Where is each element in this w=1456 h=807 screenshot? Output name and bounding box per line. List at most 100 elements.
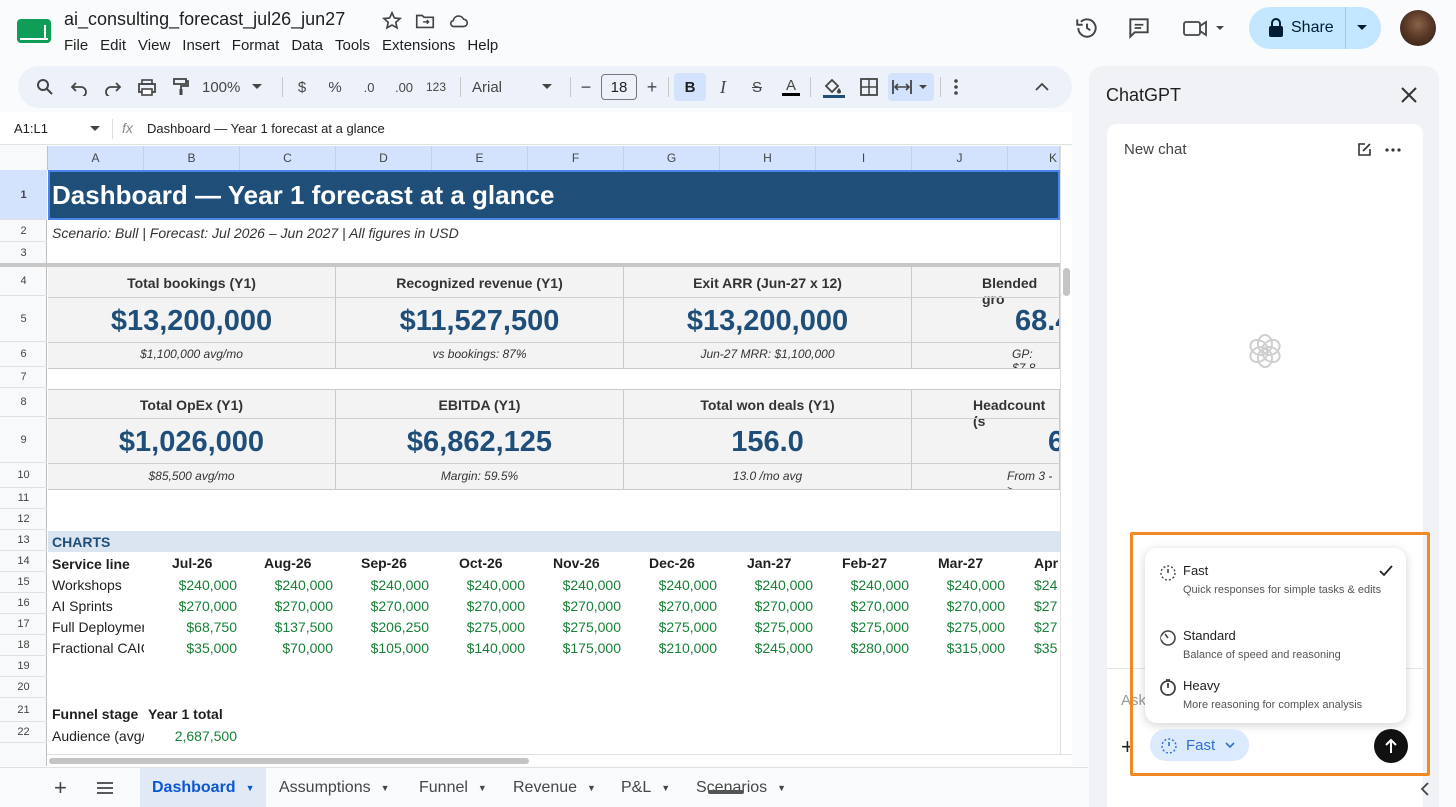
service-line-name[interactable]: Fractional CAIC [52,640,144,656]
funnel-row-value[interactable]: 2,687,500 [174,728,237,744]
tab-funnel[interactable]: Funnel ▼ [419,768,487,807]
service-month-value[interactable]: $210,000 [658,640,717,656]
service-month-value[interactable]: $270,000 [562,598,621,614]
fill-color-icon[interactable] [818,73,848,101]
tab-dashboard[interactable]: Dashboard ▼ [140,768,266,807]
row-header[interactable]: 11 [0,488,47,509]
service-month-value[interactable]: $240,000 [274,577,333,593]
service-month-value[interactable]: $275,000 [754,619,813,635]
service-month-value[interactable]: $240,000 [850,577,909,593]
tab-menu-icon[interactable]: ▼ [661,783,671,793]
menu-tools[interactable]: Tools [335,37,371,54]
mode-option-standard[interactable]: Standard Balance of speed and reasoning [1145,628,1406,668]
tab-menu-icon[interactable]: ▼ [245,783,255,793]
frozen-row-divider[interactable] [0,263,1060,267]
row-header[interactable]: 17 [0,614,47,635]
row-header[interactable]: 10 [0,463,47,488]
row-header[interactable]: 19 [0,656,47,677]
row-header[interactable]: 6 [0,342,47,367]
service-month-value[interactable]: $275,000 [658,619,717,635]
row-header[interactable]: 14 [0,551,47,572]
kpi-card[interactable]: Total OpEx (Y1) $1,026,000 $85,500 avg/m… [48,389,336,489]
row-header[interactable]: 16 [0,593,47,614]
more-formats-button[interactable]: 123 [425,80,447,94]
service-month-value[interactable]: $240,000 [466,577,525,593]
cloud-status-icon[interactable] [448,10,472,34]
column-header-g[interactable]: G [624,146,720,170]
star-icon[interactable] [381,10,405,34]
service-month-value[interactable]: $270,000 [370,598,429,614]
chat-input[interactable]: Ask [1121,692,1147,709]
row-header[interactable]: 22 [0,722,47,743]
column-header-b[interactable]: B [144,146,240,170]
row-header[interactable]: 1 [0,170,47,220]
format-percent-button[interactable]: % [328,78,342,96]
menu-edit[interactable]: Edit [100,37,127,54]
service-month-value[interactable]: $27 [1034,619,1058,635]
service-line-name[interactable]: Workshops [52,577,122,593]
service-month-value[interactable]: $105,000 [370,640,429,656]
kpi-card[interactable]: Exit ARR (Jun-27 x 12) $13,200,000 Jun-2… [624,267,912,368]
avatar[interactable] [1400,10,1436,46]
service-month-value[interactable]: $280,000 [850,640,909,656]
year-total-header[interactable]: Year 1 total [148,706,223,722]
redo-icon[interactable] [100,73,126,101]
decrease-decimal-button[interactable]: .0 [363,79,375,95]
menu-help[interactable]: Help [467,37,499,54]
service-month-value[interactable]: $70,000 [282,640,333,656]
row-header[interactable]: 18 [0,635,47,656]
tab-menu-icon[interactable]: ▼ [380,783,390,793]
month-header[interactable]: Sep-26 [361,555,407,571]
service-month-value[interactable]: $24 [1034,577,1058,593]
edit-chat-icon[interactable] [1356,142,1372,158]
row-header[interactable]: 5 [0,296,47,342]
service-month-value[interactable]: $240,000 [370,577,429,593]
tab-revenue[interactable]: Revenue ▼ [513,768,596,807]
dashboard-title-banner[interactable]: Dashboard — Year 1 forecast at a glance [48,170,1060,220]
column-header-h[interactable]: H [720,146,816,170]
kpi-card[interactable]: EBITDA (Y1) $6,862,125 Margin: 59.5% [336,389,624,489]
tab-scenarios[interactable]: Scenarios ▼ [696,768,786,807]
service-month-value[interactable]: $140,000 [466,640,525,656]
vertical-scroll-thumb[interactable] [1063,268,1070,296]
name-box-chevron-icon[interactable] [90,126,100,132]
column-header-e[interactable]: E [432,146,528,170]
kpi-card[interactable]: Headcount (s 6 From 3 -> [912,389,1060,489]
menu-data[interactable]: Data [291,37,323,54]
tab-menu-icon[interactable]: ▼ [477,783,487,793]
service-month-value[interactable]: $27 [1034,598,1058,614]
charts-section-header[interactable] [48,531,1060,552]
merge-cells-icon[interactable] [888,73,934,101]
month-header[interactable]: Apr [1034,555,1059,571]
decrease-font-size-button[interactable]: − [580,76,592,97]
funnel-row-label[interactable]: Audience (avg/ [52,728,144,744]
tab-menu-icon[interactable]: ▼ [587,783,596,793]
row-header[interactable]: 7 [0,367,47,388]
column-header-c[interactable]: C [240,146,336,170]
menu-file[interactable]: File [64,37,89,54]
mode-selector-button[interactable]: Fast [1150,729,1249,761]
month-header[interactable]: Jul-26 [172,555,213,571]
service-month-value[interactable]: $270,000 [274,598,333,614]
paint-format-icon[interactable] [168,73,194,101]
all-sheets-icon[interactable] [96,768,114,807]
month-header[interactable]: Mar-27 [938,555,984,571]
service-line-name[interactable]: AI Sprints [52,598,113,614]
share-dropdown-icon[interactable] [1356,24,1368,32]
service-month-value[interactable]: $270,000 [658,598,717,614]
funnel-stage-header[interactable]: Funnel stage [52,706,139,722]
add-sheet-icon[interactable]: + [54,775,67,800]
vertical-scrollbar[interactable] [1060,146,1072,754]
row-header[interactable]: 4 [0,267,47,296]
column-header-f[interactable]: F [528,146,624,170]
service-month-value[interactable]: $275,000 [562,619,621,635]
kpi-card[interactable]: Total won deals (Y1) 156.0 13.0 /mo avg [624,389,912,489]
column-header-k[interactable]: K [1008,146,1060,170]
select-all-corner[interactable] [0,146,48,170]
service-month-value[interactable]: $270,000 [178,598,237,614]
mode-option-heavy[interactable]: Heavy More reasoning for complex analysi… [1145,678,1406,718]
service-month-value[interactable]: $315,000 [946,640,1005,656]
formula-input[interactable]: Dashboard — Year 1 forecast at a glance [147,121,385,136]
bold-button[interactable]: B [674,73,706,101]
subtitle-cell[interactable]: Scenario: Bull | Forecast: Jul 2026 – Ju… [52,225,459,241]
